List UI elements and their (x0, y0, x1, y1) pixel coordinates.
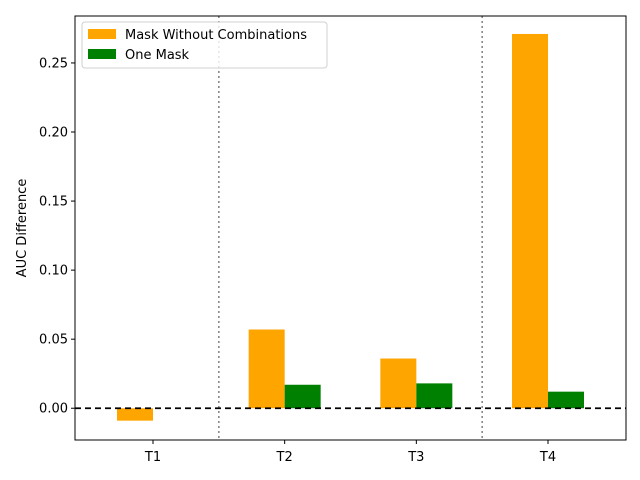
y-tick-label: 0.05 (39, 333, 68, 348)
plot-area: 0.00 0.05 0.10 0.15 0.20 0.25 T1 T2 T3 T4 Mask Wit… (39, 15, 627, 465)
y-tick-label: 0.00 (39, 402, 68, 417)
y-tick-label: 0.10 (39, 264, 68, 279)
x-tick-label: T4 (539, 450, 556, 465)
bar-one-mask-t4 (548, 391, 584, 409)
bar-mask-without-combinations-t1 (117, 408, 153, 421)
y-tick-label: 0.15 (39, 195, 68, 210)
bar-one-mask-t2 (284, 384, 321, 409)
legend-swatch (88, 49, 116, 59)
legend-label: One Mask (125, 48, 190, 63)
legend-box (81, 21, 328, 69)
bar-one-mask-t3 (416, 383, 453, 409)
legend-swatch (88, 29, 116, 39)
plot-frame (74, 15, 627, 441)
bar-mask-without-combinations-t2 (248, 329, 285, 409)
legend-label: Mask Without Combinations (125, 28, 307, 43)
x-tick-label: T3 (407, 450, 424, 465)
bar-mask-without-combinations-t4 (512, 33, 548, 409)
bar-mask-without-combinations-t3 (380, 358, 417, 409)
x-tick-label: T1 (144, 450, 161, 465)
y-axis-label: AUC Difference (15, 179, 30, 278)
x-tick-label: T2 (276, 450, 293, 465)
y-tick-label: 0.25 (39, 56, 68, 71)
y-tick-label: 0.20 (39, 126, 68, 141)
